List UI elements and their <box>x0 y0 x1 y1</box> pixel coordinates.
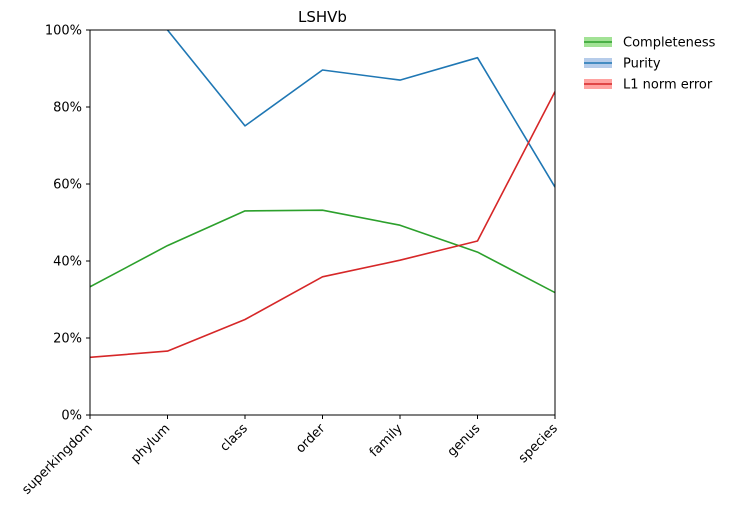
y-tick-label: 40% <box>53 255 82 270</box>
x-tick-label: order <box>293 421 329 457</box>
legend-label: Purity <box>623 57 661 72</box>
chart-title: LSHVb <box>298 8 347 26</box>
plot-frame <box>89 29 556 416</box>
series-line-2 <box>90 91 555 359</box>
x-tick-label: family <box>367 421 406 460</box>
legend-label: Completeness <box>623 36 716 51</box>
x-tick-label: phylum <box>128 421 173 466</box>
plot-lines <box>90 29 555 359</box>
legend: Completeness Purity L1 norm error <box>584 36 716 93</box>
x-tick-label: genus <box>445 421 484 460</box>
series-line-0 <box>90 209 555 294</box>
x-tick-label: superkingdom <box>19 421 95 497</box>
y-tick-label: 80% <box>53 101 82 116</box>
x-axis: superkingdom phylum class order family genus s… <box>19 415 561 498</box>
x-tick-label: class <box>217 421 251 455</box>
y-tick-label: 100% <box>45 24 82 39</box>
legend-label: L1 norm error <box>623 78 713 93</box>
y-tick-label: 20% <box>53 332 82 347</box>
y-axis: 0% 20% 40% 60% 80% 100% <box>45 24 90 424</box>
series-line-1 <box>166 29 555 188</box>
x-tick-label: species <box>516 421 561 466</box>
y-tick-label: 60% <box>53 178 82 193</box>
y-tick-label: 0% <box>61 409 82 424</box>
